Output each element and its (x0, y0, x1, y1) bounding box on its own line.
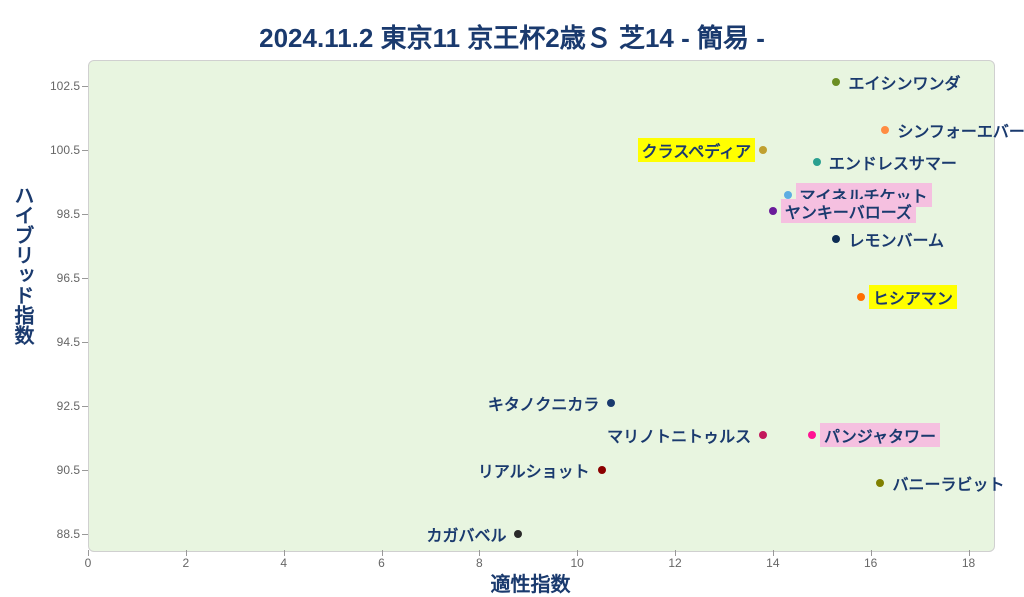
data-point (784, 191, 792, 199)
data-point-label: パンジャタワー (820, 423, 940, 447)
y-tick-label: 98.5 (48, 207, 80, 221)
x-tick-label: 0 (85, 556, 92, 570)
x-tick-label: 14 (766, 556, 779, 570)
data-point (808, 431, 816, 439)
data-point-label: シンフォーエバー (893, 118, 1024, 142)
data-point (759, 431, 767, 439)
data-point (832, 235, 840, 243)
data-point-label: リアルショット (474, 458, 594, 482)
y-tick-label: 100.5 (48, 143, 80, 157)
x-tick-label: 12 (668, 556, 681, 570)
data-point-label: カガバベル (422, 522, 510, 546)
data-point (881, 126, 889, 134)
y-tick (82, 406, 88, 407)
y-tick (82, 534, 88, 535)
data-point (813, 158, 821, 166)
data-point-label: エイシンワンダ (844, 70, 964, 94)
data-point-label: キタノクニカラ (484, 391, 604, 415)
y-tick-label: 94.5 (48, 335, 80, 349)
data-point-label: ヒシアマン (869, 285, 957, 309)
data-point (607, 399, 615, 407)
y-tick (82, 278, 88, 279)
y-tick-label: 88.5 (48, 527, 80, 541)
y-tick (82, 470, 88, 471)
data-point (832, 78, 840, 86)
y-axis-label: ハイブリッド指数 (8, 185, 37, 345)
y-tick (82, 86, 88, 87)
y-tick-label: 102.5 (48, 79, 80, 93)
data-point (759, 146, 767, 154)
x-tick-label: 18 (962, 556, 975, 570)
data-point-label: マリノトニトゥルス (603, 423, 755, 447)
chart-title: 2024.11.2 東京11 京王杯2歳Ｓ 芝14 - 簡易 - (0, 18, 1024, 55)
data-point (857, 293, 865, 301)
y-tick-label: 92.5 (48, 399, 80, 413)
data-point-label: バニーラビット (888, 471, 1008, 495)
scatter-chart: 2024.11.2 東京11 京王杯2歳Ｓ 芝14 - 簡易 - ハイブリッド指… (0, 0, 1024, 596)
x-tick-label: 10 (571, 556, 584, 570)
x-tick-label: 16 (864, 556, 877, 570)
x-tick-label: 4 (280, 556, 287, 570)
x-tick-label: 2 (182, 556, 189, 570)
y-tick-label: 96.5 (48, 271, 80, 285)
data-point-label: ヤンキーバローズ (781, 199, 916, 223)
data-point-label: クラスペディア (638, 138, 755, 162)
y-tick (82, 150, 88, 151)
data-point-label: レモンバーム (844, 227, 948, 251)
data-point (514, 530, 522, 538)
data-point (769, 207, 777, 215)
y-tick-label: 90.5 (48, 463, 80, 477)
y-tick (82, 342, 88, 343)
data-point-label: エンドレスサマー (825, 150, 961, 174)
x-axis-label: 適性指数 (491, 568, 571, 597)
x-tick-label: 6 (378, 556, 385, 570)
y-tick (82, 214, 88, 215)
data-point (876, 479, 884, 487)
x-tick-label: 8 (476, 556, 483, 570)
data-point (598, 466, 606, 474)
